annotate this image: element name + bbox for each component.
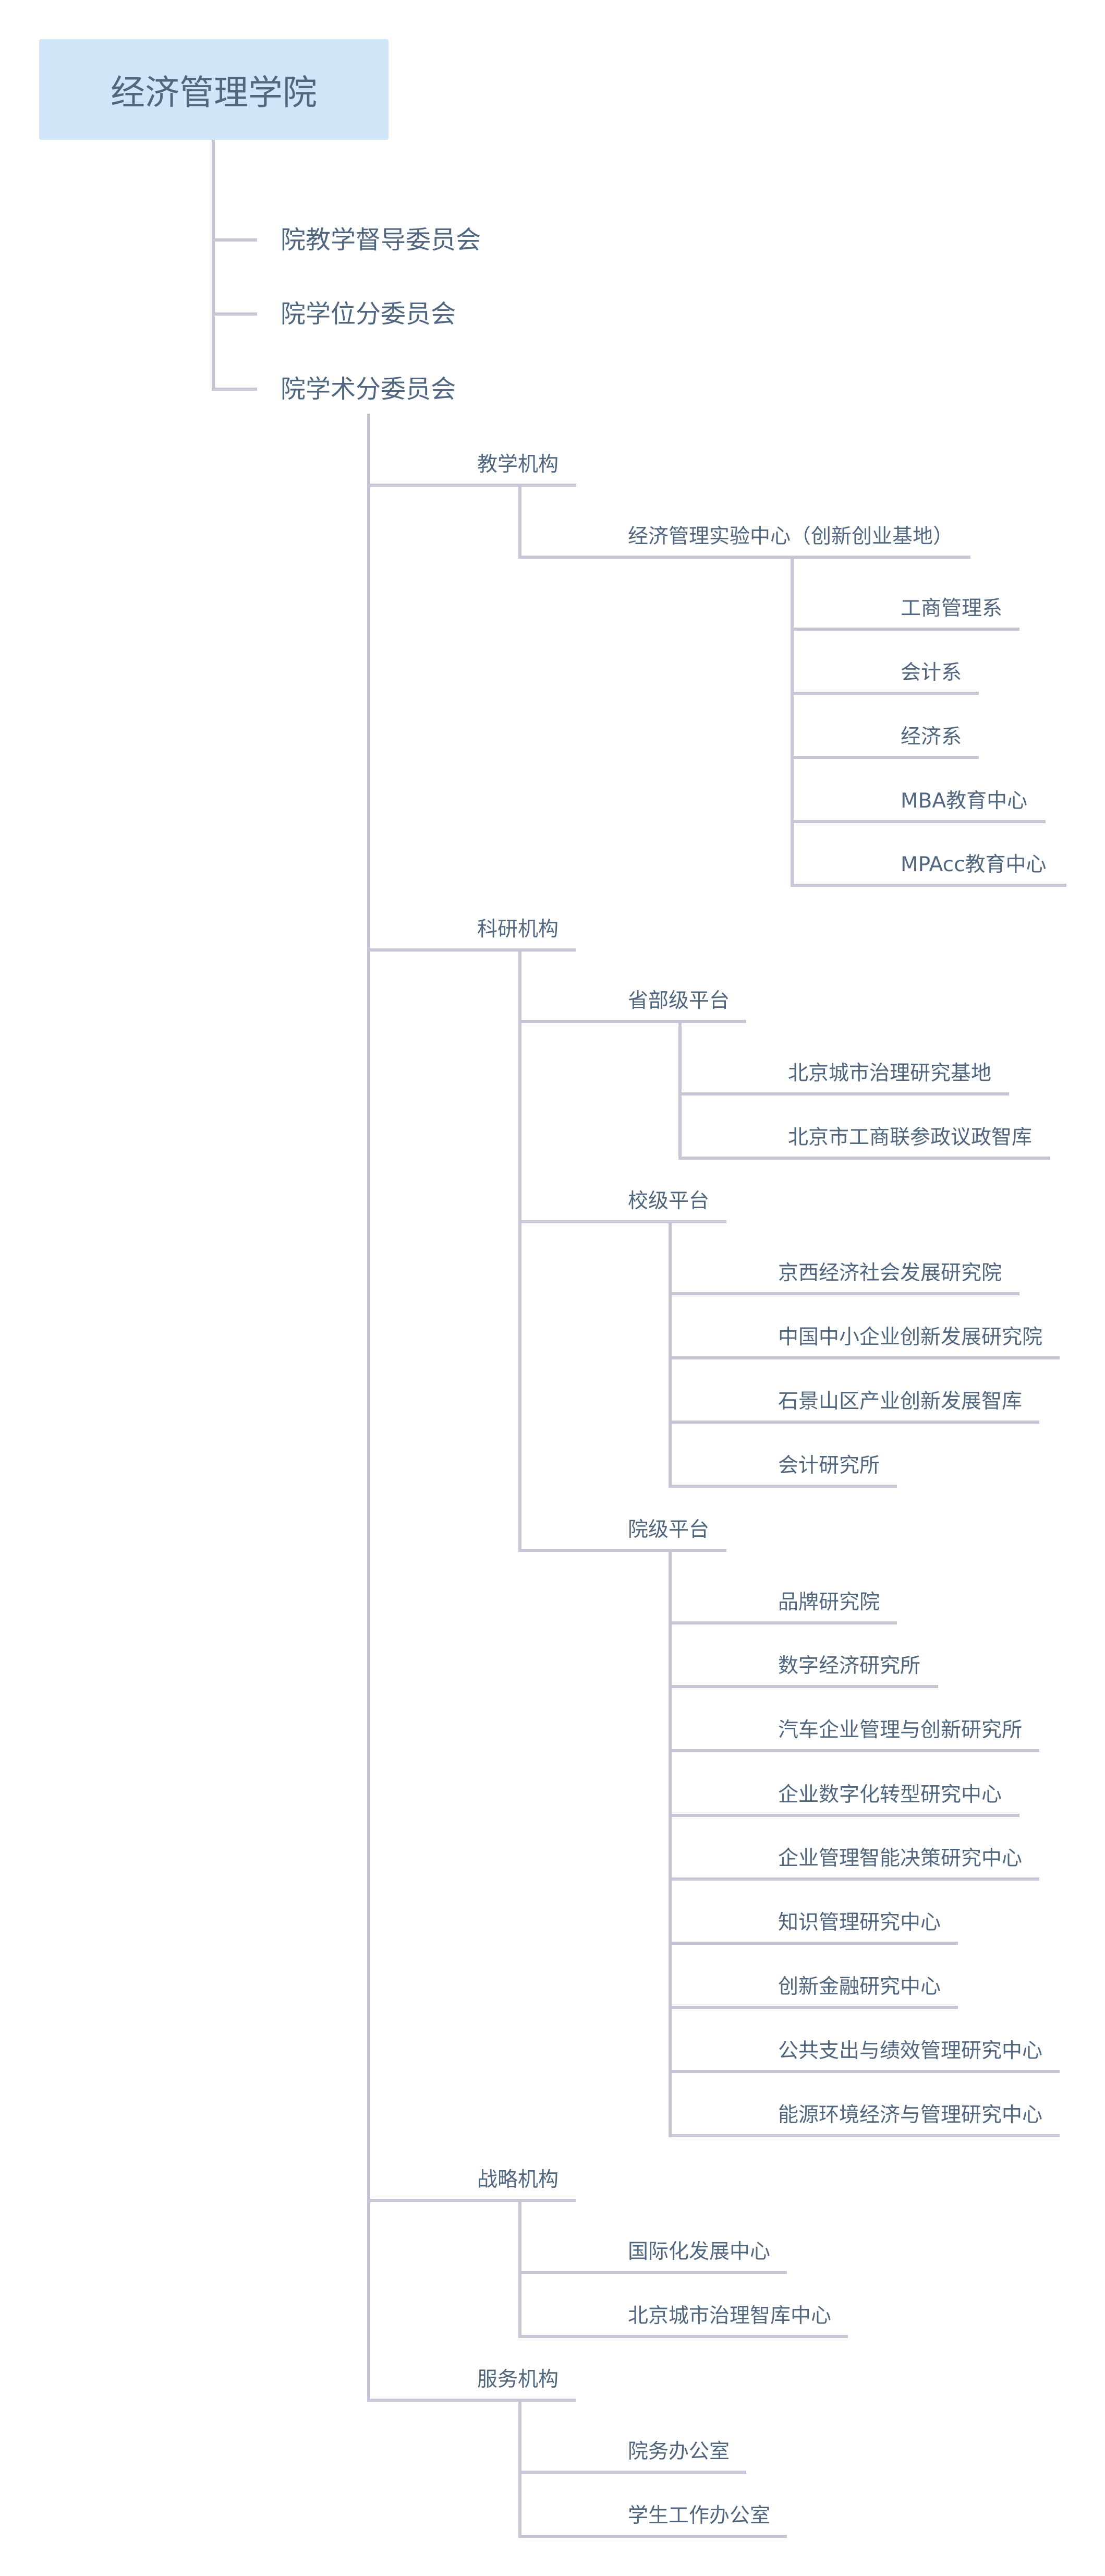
connector-vertical <box>669 1550 672 2137</box>
connector-horizontal <box>518 2335 848 2338</box>
connector-horizontal <box>669 1877 1039 1881</box>
connector-horizontal <box>791 692 979 695</box>
connector-horizontal <box>791 820 1046 823</box>
connector-horizontal <box>669 1356 1060 1359</box>
connector-horizontal <box>367 948 576 952</box>
connector-horizontal <box>518 2271 787 2274</box>
org-node: 学生工作办公室 <box>628 2504 771 2527</box>
connector-horizontal <box>518 1549 726 1552</box>
connector-horizontal <box>669 1485 897 1488</box>
connector-horizontal <box>518 2471 746 2474</box>
connector-horizontal <box>669 2070 1060 2073</box>
org-node: 教学机构 <box>477 453 559 476</box>
connector-horizontal <box>669 1814 1019 1817</box>
root-label: 经济管理学院 <box>111 72 317 113</box>
org-node: 知识管理研究中心 <box>778 1911 941 1934</box>
org-node: 京西经济社会发展研究院 <box>778 1261 1002 1285</box>
connector-vertical <box>669 1222 672 1488</box>
connector-horizontal <box>669 1621 897 1624</box>
org-node: 院级平台 <box>628 1518 710 1542</box>
connector-horizontal <box>791 884 1066 887</box>
org-node: 北京城市治理研究基地 <box>788 1062 992 1085</box>
org-node: 工商管理系 <box>901 597 1003 620</box>
org-node: 经济管理实验中心（创新创业基地） <box>628 525 954 548</box>
connector-vertical <box>678 1021 682 1160</box>
connector-horizontal <box>212 312 257 316</box>
committee-node: 院学位分委员会 <box>281 299 456 329</box>
org-node: 校级平台 <box>628 1189 710 1213</box>
connector-horizontal <box>367 484 576 487</box>
org-node: 品牌研究院 <box>778 1591 880 1614</box>
connector-vertical <box>212 140 215 391</box>
connector-horizontal <box>367 2399 576 2402</box>
connector-horizontal <box>212 388 257 391</box>
connector-horizontal <box>678 1157 1050 1160</box>
org-node: 会计系 <box>901 661 962 684</box>
connector-horizontal <box>669 2134 1060 2137</box>
connector-horizontal <box>518 556 970 559</box>
connector-vertical <box>791 557 794 887</box>
org-node: 中国中小企业创新发展研究院 <box>778 1326 1043 1349</box>
org-node: MBA教育中心 <box>901 789 1028 813</box>
org-node: 企业数字化转型研究中心 <box>778 1783 1002 1807</box>
org-node: 能源环境经济与管理研究中心 <box>778 2103 1043 2127</box>
connector-horizontal <box>669 1749 1039 1752</box>
org-node: 院务办公室 <box>628 2440 730 2463</box>
org-node: 战略机构 <box>477 2168 559 2192</box>
connector-vertical <box>518 2200 521 2338</box>
connector-horizontal <box>669 1421 1039 1424</box>
connector-horizontal <box>669 2006 958 2009</box>
org-node: 会计研究所 <box>778 1454 880 1477</box>
connector-horizontal <box>518 1220 726 1223</box>
org-node: 企业管理智能决策研究中心 <box>778 1847 1023 1870</box>
connector-horizontal <box>669 1685 938 1688</box>
org-node: 北京市工商联参政议政智库 <box>788 1126 1033 1149</box>
connector-horizontal <box>669 1292 1019 1295</box>
org-node: 石景山区产业创新发展智库 <box>778 1390 1023 1413</box>
org-node: 创新金融研究中心 <box>778 1975 941 1999</box>
connector-horizontal <box>791 628 1019 631</box>
org-node: 科研机构 <box>477 918 559 941</box>
connector-horizontal <box>669 1942 958 1945</box>
connector-horizontal <box>678 1092 1009 1096</box>
committee-node: 院学术分委员会 <box>281 375 456 404</box>
org-node: 服务机构 <box>477 2368 559 2391</box>
org-node: 北京城市治理智库中心 <box>628 2304 832 2328</box>
connector-horizontal <box>212 238 257 242</box>
org-node: 经济系 <box>901 725 962 749</box>
org-node: 数字经济研究所 <box>778 1654 921 1678</box>
connector-vertical <box>518 950 521 1552</box>
org-node: 汽车企业管理与创新研究所 <box>778 1718 1023 1742</box>
committee-node: 院教学督导委员会 <box>281 225 481 255</box>
org-node: 国际化发展中心 <box>628 2240 771 2264</box>
connector-vertical <box>518 2400 521 2538</box>
org-node: 公共支出与绩效管理研究中心 <box>778 2039 1043 2063</box>
org-node: MPAcc教育中心 <box>901 853 1047 876</box>
org-node: 省部级平台 <box>628 989 730 1013</box>
connector-horizontal <box>367 2199 576 2202</box>
connector-vertical <box>367 414 370 2402</box>
connector-vertical <box>518 485 521 559</box>
connector-horizontal <box>791 756 979 759</box>
root-node: 经济管理学院 <box>39 39 388 140</box>
connector-horizontal <box>518 2535 787 2538</box>
connector-horizontal <box>518 1020 746 1023</box>
